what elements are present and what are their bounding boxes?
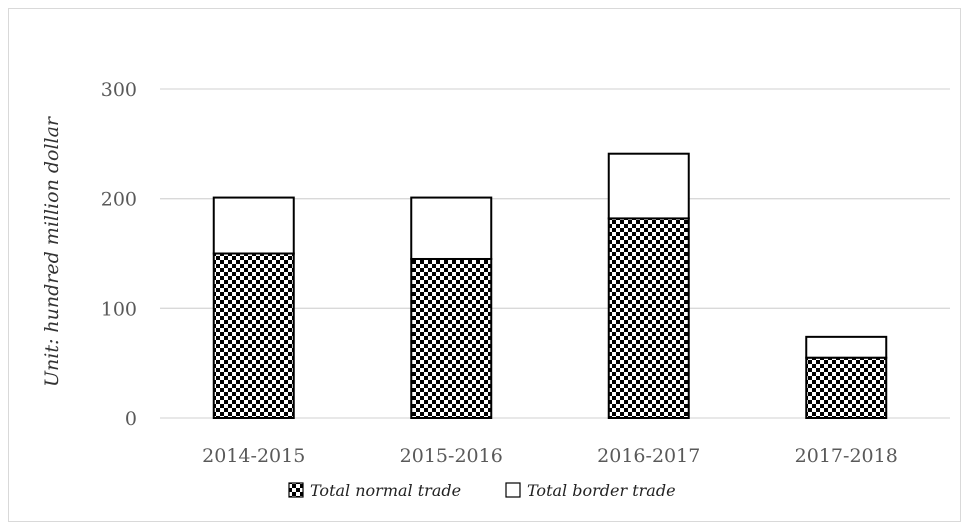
x-tick-label: 2014-2015 — [202, 445, 305, 467]
bar-normal-trade — [805, 356, 888, 419]
legend-swatch-border-trade — [505, 482, 521, 498]
bar-normal-trade — [212, 252, 295, 419]
legend-label-border-trade: Total border trade — [527, 481, 676, 500]
legend-swatch-normal-trade — [288, 482, 304, 498]
x-tick-label: 2015-2016 — [400, 445, 503, 467]
x-tick-label: 2017-2018 — [795, 445, 898, 467]
bar-border-trade — [212, 196, 295, 255]
bar-border-trade — [607, 152, 690, 220]
bar-border-trade — [410, 196, 493, 260]
bar-normal-trade — [607, 217, 690, 419]
legend-label-normal-trade: Total normal trade — [310, 481, 461, 500]
y-tick-label: 300 — [101, 79, 137, 101]
bar-normal-trade — [410, 257, 493, 419]
y-tick-label: 0 — [125, 408, 137, 430]
y-tick-label: 100 — [101, 298, 137, 320]
y-tick-labels: 0 100 200 300 — [101, 79, 137, 430]
legend: Total normal trade Total border trade — [288, 481, 676, 500]
x-tick-label: 2016-2017 — [597, 445, 700, 467]
bar-border-trade — [805, 335, 888, 359]
y-axis-label: Unit: hundred million dollar — [41, 115, 63, 387]
x-tick-labels: 2014-2015 2015-2016 2016-2017 2017-2018 — [202, 445, 898, 467]
y-tick-label: 200 — [101, 189, 137, 211]
bars — [212, 152, 888, 419]
